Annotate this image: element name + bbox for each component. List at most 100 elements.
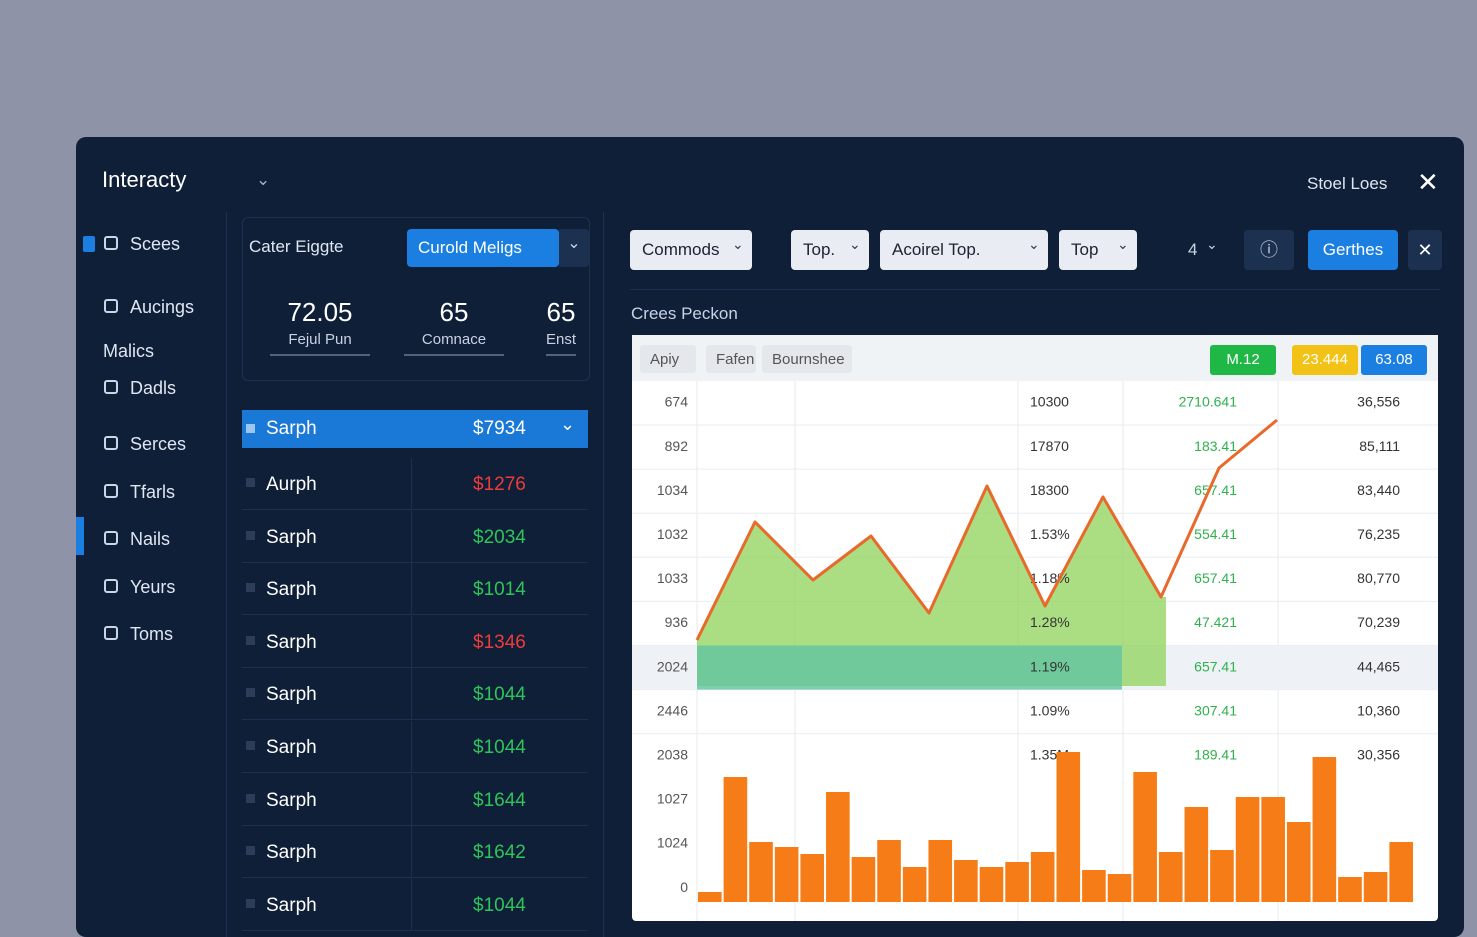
nav-icon <box>104 236 118 250</box>
list-row[interactable]: Sarph $1044 <box>242 878 588 931</box>
row-bullet <box>246 741 255 750</box>
primary-button[interactable]: Curold Meligs <box>407 229 559 267</box>
nav-item[interactable]: Serces <box>130 434 187 454</box>
dropdown[interactable]: Top. ⌄ <box>791 230 869 270</box>
row-name: Sarph <box>266 526 317 548</box>
cell: 80,770 <box>1357 570 1400 586</box>
dropdown-label: Top <box>1071 240 1099 259</box>
bar <box>1158 852 1183 902</box>
user-name[interactable]: Stoel Loes <box>1307 174 1388 193</box>
row-amount: $1044 <box>473 894 526 916</box>
area-band <box>697 645 1122 690</box>
bar <box>1133 772 1157 902</box>
stat-underline <box>404 354 504 356</box>
stat-value: 65 <box>546 297 576 327</box>
nav-item[interactable]: Malics <box>103 341 155 361</box>
row-label: 1033 <box>657 570 688 586</box>
list-row[interactable]: Sarph $2034 <box>242 510 588 563</box>
dropdown[interactable]: Top ⌄ <box>1059 230 1137 270</box>
action-button[interactable]: Gerthes <box>1308 230 1398 270</box>
list-row[interactable]: Sarph $7934 ⌄ <box>242 410 588 448</box>
row-label: 1032 <box>657 526 688 542</box>
toolbar-close[interactable]: ✕ <box>1408 230 1442 270</box>
cell: 44,465 <box>1357 658 1400 674</box>
dropdown-arrow: ⌄ <box>1117 236 1129 252</box>
panel-label: Cater Eiggte <box>249 237 344 256</box>
cell: 17870 <box>1030 438 1069 454</box>
dropdown[interactable]: Acoirel Top. ⌄ <box>880 230 1048 270</box>
nav-item[interactable]: Tfarls <box>130 482 175 502</box>
primary-button-label: Curold Meligs <box>418 238 522 257</box>
cell: 1.18% <box>1030 570 1070 586</box>
row-name: Sarph <box>266 789 317 811</box>
row-divider <box>411 826 412 879</box>
list-row[interactable]: Sarph $1014 <box>242 563 588 616</box>
nav-item[interactable]: Toms <box>130 624 174 644</box>
list-row[interactable]: Sarph $1346 <box>242 615 588 668</box>
dropdown-arrow: ⌄ <box>732 236 744 252</box>
row-bullet <box>246 530 255 540</box>
nav-icon <box>104 484 118 498</box>
bar <box>1389 842 1413 902</box>
bar <box>698 892 722 902</box>
row-bullet <box>246 898 255 908</box>
row-label: 1034 <box>657 482 688 498</box>
dropdown[interactable]: 4 ⌄ <box>1176 230 1226 270</box>
row-divider <box>411 615 412 668</box>
dropdown[interactable]: Commods ⌄ <box>630 230 752 270</box>
dropdown-label: Commods <box>642 240 720 259</box>
nav-icon <box>104 436 118 450</box>
nav-item[interactable]: Nails <box>130 529 171 549</box>
cell: 30,356 <box>1357 747 1400 763</box>
cell: 10300 <box>1030 394 1069 410</box>
tab-label: Apiy <box>650 351 680 368</box>
nav-item[interactable]: Dadls <box>130 378 177 398</box>
list-row[interactable]: Sarph $1644 <box>242 773 588 826</box>
dropdown-arrow: ⌄ <box>1206 236 1218 252</box>
row-name: Sarph <box>266 894 317 916</box>
row-bullet <box>246 635 255 645</box>
chart-card: Apiy Fafen Bournshee M.12 23.444 63.08 674 892 1… <box>632 335 1438 921</box>
dropdown-arrow: ⌄ <box>1028 236 1040 252</box>
button-chevron[interactable]: ⌄ <box>559 229 589 267</box>
row-divider <box>411 721 412 773</box>
list-row[interactable]: Aurph $1276 <box>242 458 588 510</box>
cell: 47.421 <box>1194 614 1237 630</box>
nav-item[interactable]: Aucings <box>130 297 195 317</box>
row-name: Sarph <box>266 579 317 601</box>
row-label: 892 <box>665 438 689 454</box>
row-divider <box>411 510 412 563</box>
list-row[interactable]: Sarph $1044 <box>242 721 588 773</box>
stat-value: 65 <box>439 297 469 327</box>
panel-divider <box>603 212 604 937</box>
bar <box>1082 870 1106 902</box>
close-button[interactable]: ✕ <box>1417 167 1439 197</box>
bar <box>1338 877 1362 902</box>
tab <box>762 345 852 373</box>
info-button[interactable]: ⓘ <box>1244 230 1294 270</box>
row-amount: $2034 <box>473 526 526 548</box>
app-name[interactable]: Interacty <box>102 167 187 192</box>
row-chevron: ⌄ <box>560 414 576 434</box>
nav-icon <box>104 626 118 640</box>
cell: 657.41 <box>1194 658 1237 674</box>
nav-item[interactable]: Scees <box>130 234 181 254</box>
stats-card <box>242 217 590 381</box>
list-row[interactable]: Sarph $1044 <box>242 668 588 721</box>
cell: 1.28% <box>1030 614 1070 630</box>
badge-label: M.12 <box>1226 351 1259 368</box>
row-amount: $1644 <box>473 789 526 811</box>
row-amount: $1346 <box>473 631 526 653</box>
bar <box>1286 822 1311 902</box>
row-bullet <box>246 583 255 593</box>
nav-icon <box>104 380 118 394</box>
row-label: 674 <box>665 394 689 410</box>
app-menu-chevron[interactable]: ⌄ <box>256 170 271 189</box>
cell: 85,111 <box>1359 438 1400 454</box>
nav-item[interactable]: Yeurs <box>130 577 176 597</box>
row-name: Sarph <box>266 684 317 706</box>
bar <box>1363 872 1388 902</box>
bar <box>1312 757 1337 902</box>
list-row[interactable]: Sarph $1642 <box>242 826 588 879</box>
